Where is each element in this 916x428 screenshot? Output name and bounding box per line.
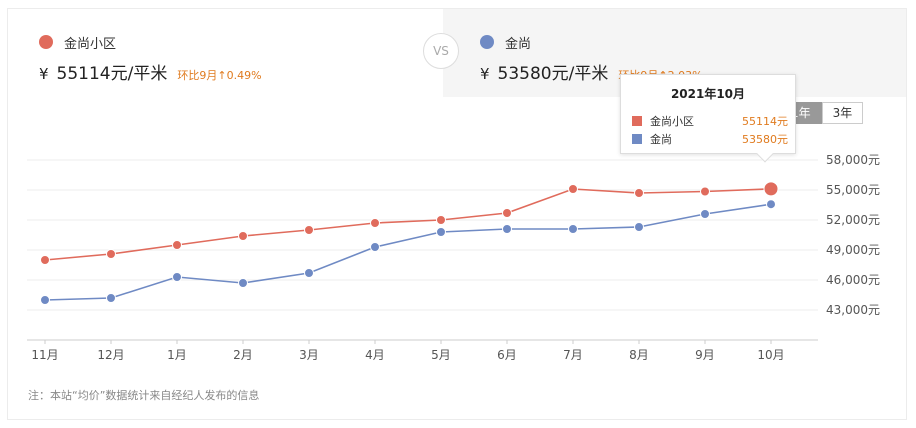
- data-point: [568, 224, 578, 234]
- tooltip-name-right: 金尚: [650, 133, 672, 146]
- data-point: [172, 240, 182, 250]
- data-point: [370, 242, 380, 252]
- series-line-1: [44, 203, 772, 301]
- data-point: [238, 231, 248, 241]
- x-tick-label: 9月: [695, 348, 715, 362]
- data-point: [436, 227, 446, 237]
- x-tick-label: 5月: [431, 348, 451, 362]
- data-point: [568, 184, 578, 194]
- y-tick-label: 55,000元: [826, 183, 880, 197]
- data-point: [436, 215, 446, 225]
- data-point: [172, 272, 182, 282]
- x-tick-label: 3月: [299, 348, 319, 362]
- tooltip-row-right: 金尚 53580元: [632, 131, 788, 147]
- data-point: [106, 293, 116, 303]
- tooltip-swatch-right: [632, 134, 642, 144]
- tooltip-swatch-left: [632, 116, 642, 126]
- footnote: 注：本站“均价”数据统计来自经纪人发布的信息: [28, 389, 260, 402]
- series-line-0: [44, 188, 772, 261]
- y-tick-label: 46,000元: [826, 273, 880, 287]
- x-tick-label: 10月: [757, 348, 784, 362]
- right-price: 53580元/平米: [497, 64, 609, 84]
- x-tick-label: 8月: [629, 348, 649, 362]
- axis-layer: 43,000元 46,000元 49,000元 52,000元 55,000元 58,00…: [27, 153, 880, 362]
- x-tick-label: 7月: [563, 348, 583, 362]
- y-tick-label: 58,000元: [826, 153, 880, 167]
- x-tick-label: 6月: [497, 348, 517, 362]
- data-point: [502, 224, 512, 234]
- compare-panel-left[interactable]: 金尚小区 ¥ 55114元/平米 环比9月↑0.49%: [8, 9, 443, 97]
- vs-badge: VS: [423, 33, 459, 69]
- data-point: [502, 208, 512, 218]
- grid-layer: [27, 159, 818, 311]
- tooltip-row-left: 金尚小区 55114元: [632, 113, 788, 129]
- left-name: 金尚小区: [64, 37, 117, 52]
- data-point: [304, 268, 314, 278]
- data-point: [238, 278, 248, 288]
- series-layer: [40, 181, 779, 305]
- left-series-dot: [39, 35, 53, 49]
- y-tick-label: 43,000元: [826, 303, 880, 317]
- tooltip-name-left: 金尚小区: [650, 115, 694, 128]
- x-tick-label: 1月: [167, 348, 187, 362]
- data-point: [763, 181, 779, 197]
- y-tick-label: 49,000元: [826, 243, 880, 257]
- data-point: [700, 186, 710, 197]
- tooltip-value-right: 53580元: [742, 133, 788, 146]
- x-tick-label: 2月: [233, 348, 253, 362]
- y-tick-label: 52,000元: [826, 213, 880, 227]
- x-tick-label: 11月: [31, 348, 58, 362]
- right-currency: ¥: [480, 65, 490, 83]
- x-tick-label: 4月: [365, 348, 385, 362]
- tooltip-value-left: 55114元: [742, 115, 788, 128]
- tooltip: 2021年10月 金尚小区 55114元 金尚 53580元: [620, 74, 796, 163]
- range-tab-3y[interactable]: 3年: [821, 102, 864, 124]
- x-tick-label: 12月: [97, 348, 124, 362]
- left-currency: ¥: [39, 65, 49, 83]
- left-price-line: ¥ 55114元/平米 环比9月↑0.49%: [39, 59, 262, 84]
- data-point: [700, 209, 710, 219]
- data-point: [370, 218, 380, 228]
- data-point: [634, 188, 644, 198]
- data-point: [634, 222, 644, 232]
- data-point: [304, 225, 314, 235]
- data-point: [40, 255, 50, 265]
- left-price: 55114元/平米: [56, 64, 168, 84]
- tooltip-title: 2021年10月: [670, 87, 746, 101]
- right-name: 金尚: [505, 37, 532, 52]
- data-point: [40, 295, 50, 305]
- right-series-dot: [480, 35, 494, 49]
- left-change: 环比9月↑0.49%: [177, 69, 262, 82]
- data-point: [106, 249, 116, 259]
- data-point: [766, 199, 776, 210]
